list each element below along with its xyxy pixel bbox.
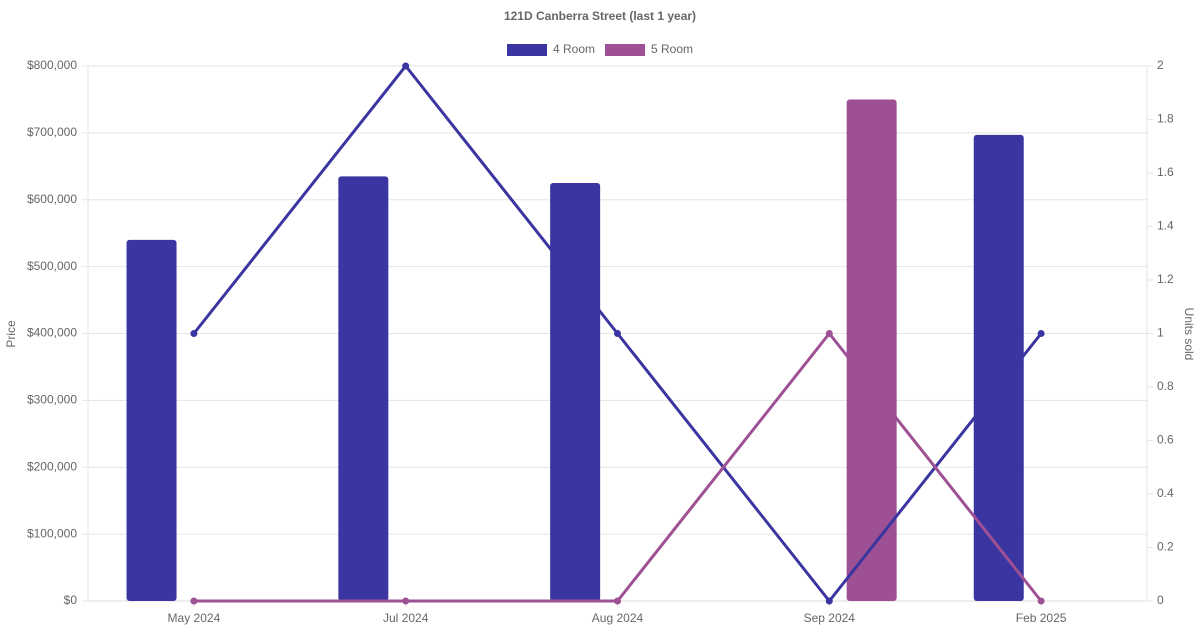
x-tick-label: Jul 2024 — [383, 611, 429, 625]
y-tick-label: $700,000 — [27, 125, 77, 139]
y2-tick-label: 0.4 — [1157, 486, 1174, 500]
y-tick-label: $100,000 — [27, 526, 77, 540]
y-axis-title: Price — [4, 320, 18, 348]
y2-tick-label: 1 — [1157, 326, 1164, 340]
line-marker — [1037, 330, 1045, 337]
y2-tick-label: 0.8 — [1157, 379, 1174, 393]
y2-tick-label: 0.6 — [1157, 433, 1174, 447]
x-tick-label: Feb 2025 — [1016, 611, 1067, 625]
y-tick-label: $0 — [64, 593, 78, 607]
bar — [338, 176, 389, 601]
line-marker — [402, 62, 410, 70]
y-tick-label: $500,000 — [27, 259, 77, 273]
chart-title: 121D Canberra Street (last 1 year) — [504, 9, 696, 23]
bar — [126, 239, 177, 601]
line-marker — [825, 597, 833, 605]
bar — [973, 134, 1024, 601]
legend-swatch[interactable] — [507, 44, 547, 56]
line-marker — [190, 330, 198, 337]
bar — [550, 183, 601, 601]
y2-tick-label: 1.8 — [1157, 112, 1174, 126]
y-tick-label: $200,000 — [27, 459, 77, 473]
x-tick-label: May 2024 — [168, 611, 221, 625]
line-marker — [614, 330, 621, 337]
y2-tick-label: 0 — [1157, 593, 1164, 607]
line-marker — [190, 597, 198, 605]
legend-swatch[interactable] — [605, 44, 645, 56]
line-marker — [825, 330, 833, 337]
legend-label[interactable]: 5 Room — [651, 42, 693, 56]
x-tick-label: Sep 2024 — [804, 611, 856, 625]
legend-label[interactable]: 4 Room — [553, 42, 595, 56]
y2-tick-label: 1.6 — [1157, 165, 1174, 179]
y2-tick-label: 1.2 — [1157, 272, 1174, 286]
y2-tick-label: 1.4 — [1157, 219, 1174, 233]
y2-tick-label: 0.2 — [1157, 540, 1174, 554]
y-tick-label: $600,000 — [27, 192, 77, 206]
y-tick-label: $800,000 — [27, 58, 77, 72]
x-tick-label: Aug 2024 — [592, 611, 644, 625]
line-marker — [614, 597, 621, 605]
line-marker — [402, 597, 410, 605]
bar — [846, 99, 897, 601]
line-marker — [1037, 597, 1045, 605]
y2-axis-title: Units sold — [1182, 308, 1196, 361]
y2-tick-label: 2 — [1157, 58, 1164, 72]
y-tick-label: $400,000 — [27, 326, 77, 340]
y-tick-label: $300,000 — [27, 393, 77, 407]
